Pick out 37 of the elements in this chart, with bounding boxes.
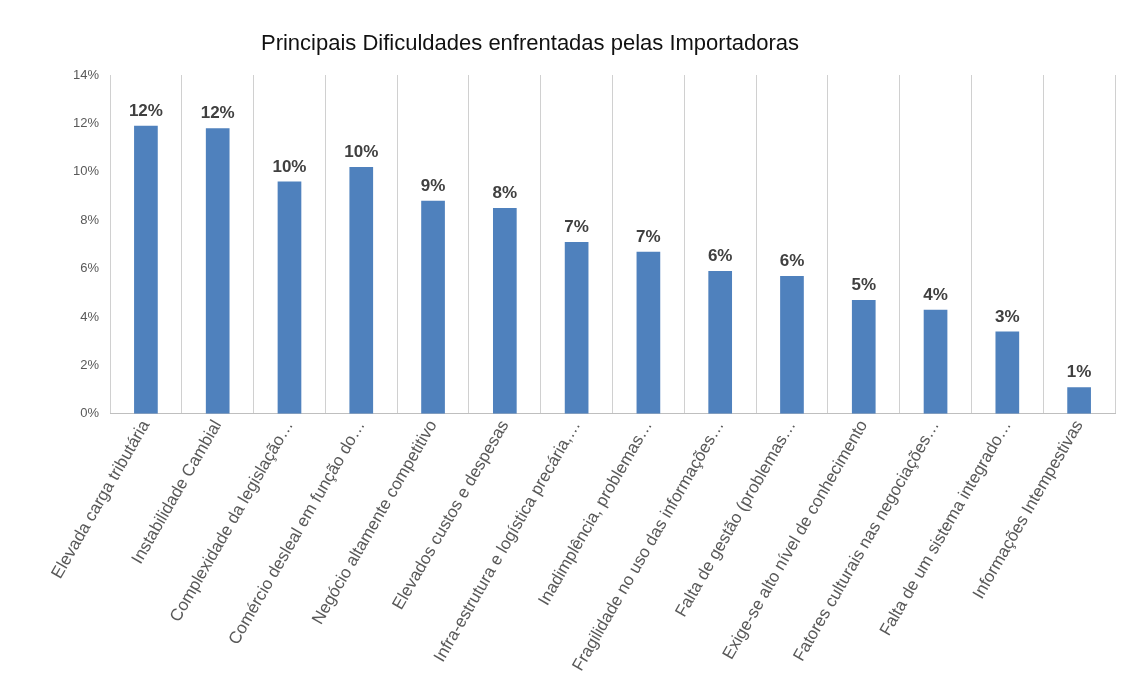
data-label: 12% <box>128 101 163 121</box>
bar <box>923 309 948 414</box>
bar <box>708 271 733 414</box>
y-tick-label: 14% <box>72 66 100 82</box>
bar <box>349 166 374 414</box>
bar <box>636 251 661 414</box>
data-label: 8% <box>492 183 518 203</box>
data-label: 9% <box>420 176 446 196</box>
y-tick-label: 0% <box>80 405 100 421</box>
y-tick-label: 6% <box>80 260 100 276</box>
chart-title: Principais Dificuldades enfrentadas pelas Importadoras <box>259 30 801 56</box>
data-label: 10% <box>272 156 307 176</box>
bar <box>564 242 589 414</box>
data-label: 1% <box>1066 362 1092 382</box>
bar <box>1067 387 1091 414</box>
data-label: 5% <box>851 275 877 295</box>
y-tick-label: 10% <box>72 163 100 179</box>
y-tick-label: 4% <box>80 308 100 324</box>
bar <box>421 200 445 414</box>
y-tick-label: 12% <box>72 114 100 130</box>
bar <box>995 331 1020 414</box>
data-label: 4% <box>923 284 948 304</box>
bar <box>780 275 804 414</box>
bar <box>205 128 230 414</box>
y-tick-label: 8% <box>80 211 100 227</box>
data-label: 7% <box>636 226 661 246</box>
bar <box>277 181 302 414</box>
data-label: 12% <box>200 103 235 123</box>
data-label: 7% <box>564 217 589 237</box>
data-label: 6% <box>707 246 733 266</box>
bar <box>851 300 876 414</box>
y-tick-label: 2% <box>80 357 100 373</box>
bar <box>134 125 158 414</box>
bar <box>492 208 517 414</box>
data-label: 10% <box>344 142 379 162</box>
data-label: 3% <box>995 306 1020 326</box>
data-label: 6% <box>779 251 805 271</box>
